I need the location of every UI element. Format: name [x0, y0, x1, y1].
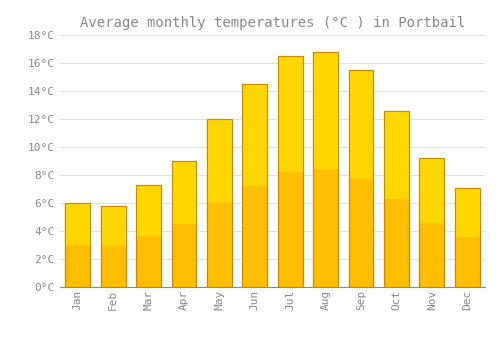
Bar [348, 70, 374, 287]
Bar [172, 161, 196, 224]
Bar [278, 56, 302, 287]
Bar [278, 56, 302, 287]
Bar [100, 206, 126, 287]
Bar [66, 203, 90, 287]
Bar [384, 111, 409, 287]
Bar [455, 188, 479, 287]
Bar [136, 185, 161, 236]
Bar [207, 119, 232, 287]
Bar [420, 158, 444, 287]
Bar [136, 185, 161, 287]
Bar [100, 206, 126, 287]
Bar [207, 119, 232, 287]
Bar [66, 203, 90, 245]
Bar [207, 119, 232, 203]
Bar [172, 161, 196, 287]
Bar [384, 111, 409, 287]
Bar [242, 84, 267, 186]
Bar [313, 52, 338, 169]
Bar [278, 56, 302, 172]
Bar [66, 203, 90, 287]
Bar [455, 188, 479, 287]
Bar [384, 111, 409, 199]
Bar [136, 185, 161, 287]
Title: Average monthly temperatures (°C ) in Portbail: Average monthly temperatures (°C ) in Po… [80, 16, 465, 30]
Bar [100, 206, 126, 246]
Bar [313, 52, 338, 287]
Bar [242, 84, 267, 287]
Bar [313, 52, 338, 287]
Bar [348, 70, 374, 178]
Bar [348, 70, 374, 287]
Bar [172, 161, 196, 287]
Bar [455, 188, 479, 237]
Bar [420, 158, 444, 287]
Bar [420, 158, 444, 223]
Bar [242, 84, 267, 287]
